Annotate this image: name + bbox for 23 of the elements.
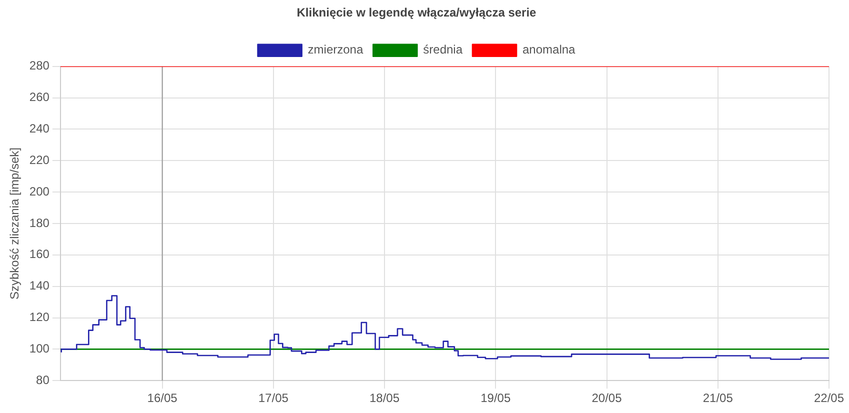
y-tick-label: 200 [29,184,50,198]
chart-title: Kliknięcie w legendę włącza/wyłącza serie [296,6,537,20]
y-tick-label: 160 [29,247,50,262]
y-tick-label: 140 [29,278,50,293]
y-tick-label: 260 [29,90,50,104]
legend-label: anomalna [522,42,576,57]
y-axis-title: Szybkość zliczania [imp/sek] [8,147,22,300]
x-tick-label: 19/05 [480,391,511,406]
legend-label: zmierzona [308,42,364,57]
x-tick-label: 20/05 [592,391,622,406]
legend-label: średnia [423,42,463,57]
y-tick-label: 120 [29,310,50,324]
y-tick-label: 100 [29,341,50,356]
y-tick-label: 180 [29,216,50,230]
x-tick-label: 17/05 [258,391,289,406]
y-tick-label: 280 [29,58,50,73]
x-tick-label: 22/05 [814,391,844,406]
x-tick-label: 18/05 [370,391,400,406]
y-tick-label: 80 [36,372,50,387]
y-tick-label: 240 [29,122,50,136]
x-tick-label: 21/05 [702,391,734,406]
x-tick-label: 16/05 [147,391,178,406]
y-tick-label: 220 [29,152,50,167]
